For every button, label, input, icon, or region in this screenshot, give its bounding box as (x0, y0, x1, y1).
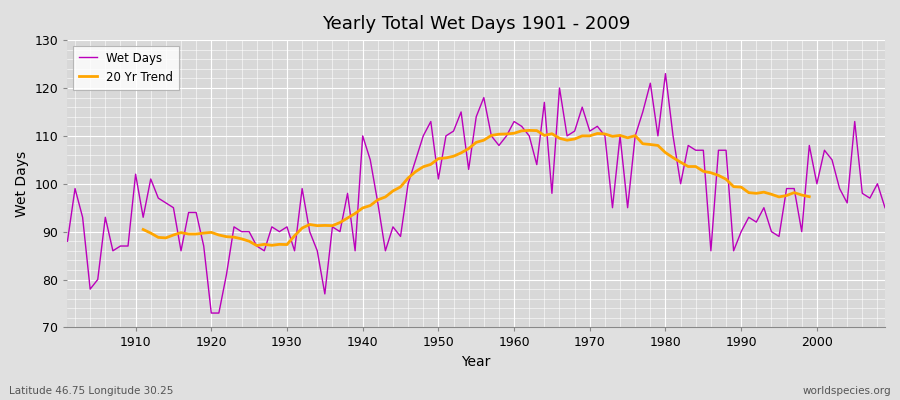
Wet Days (297, 186, 308, 191)
Wet Days (508, 119, 519, 124)
Wet Days (517, 124, 527, 129)
Wet Days (879, 205, 890, 210)
Wet Days (62, 239, 73, 244)
Text: worldspecies.org: worldspecies.org (803, 386, 891, 396)
Y-axis label: Wet Days: Wet Days (15, 151, 29, 217)
20 Yr Trend (804, 194, 814, 199)
Wet Days (608, 205, 618, 210)
Wet Days (660, 71, 670, 76)
Line: 20 Yr Trend: 20 Yr Trend (143, 130, 809, 246)
Line: Wet Days: Wet Days (68, 74, 885, 313)
20 Yr Trend (282, 242, 292, 247)
Legend: Wet Days, 20 Yr Trend: Wet Days, 20 Yr Trend (74, 46, 179, 90)
20 Yr Trend (251, 243, 262, 248)
Title: Yearly Total Wet Days 1901 - 2009: Yearly Total Wet Days 1901 - 2009 (322, 15, 630, 33)
20 Yr Trend (206, 230, 217, 235)
X-axis label: Year: Year (462, 355, 490, 369)
20 Yr Trend (402, 176, 413, 180)
20 Yr Trend (524, 128, 535, 133)
Wet Days (122, 244, 133, 248)
Wet Days (342, 191, 353, 196)
Text: Latitude 46.75 Longitude 30.25: Latitude 46.75 Longitude 30.25 (9, 386, 174, 396)
20 Yr Trend (743, 190, 754, 195)
20 Yr Trend (221, 234, 232, 239)
20 Yr Trend (138, 227, 148, 232)
Wet Days (206, 311, 217, 316)
20 Yr Trend (486, 133, 497, 138)
